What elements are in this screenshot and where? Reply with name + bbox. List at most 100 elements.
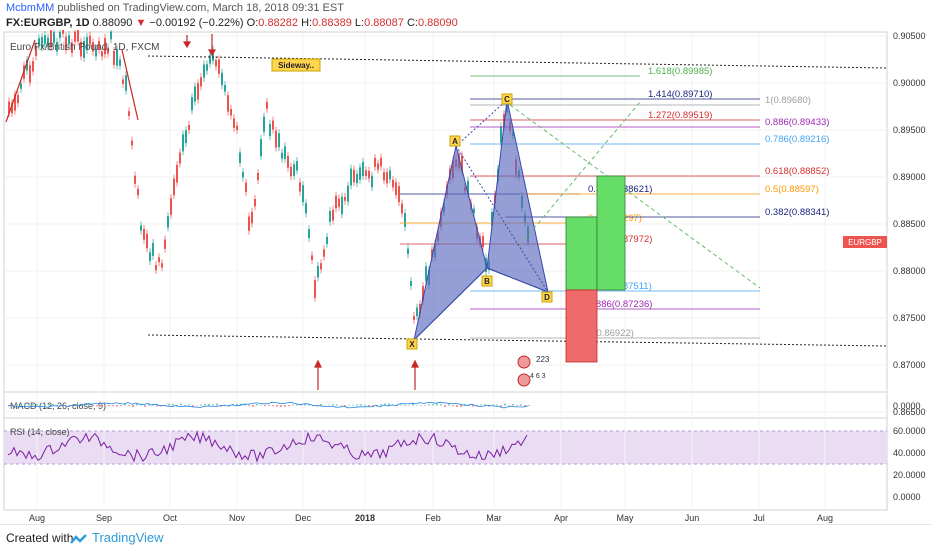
pattern-point-badge[interactable] xyxy=(406,338,418,350)
candle-body xyxy=(410,281,412,286)
macd-bar xyxy=(456,405,458,407)
candle-body xyxy=(290,166,292,177)
price-badge xyxy=(843,236,887,248)
time-tick-label: Apr xyxy=(554,513,568,523)
price-change: −0.00192 (−0.22%) xyxy=(149,17,244,29)
candle-body xyxy=(65,36,67,51)
candle-body xyxy=(293,164,295,176)
candle-body xyxy=(92,42,94,52)
candle-body xyxy=(425,266,427,281)
candle-body xyxy=(233,118,235,129)
price-tick-label: 0.88500 xyxy=(893,219,926,229)
macd-bar xyxy=(180,403,182,406)
macd-bar xyxy=(372,405,374,407)
fib-label: 1.272(0.89519) xyxy=(648,110,712,121)
candle-body xyxy=(176,164,178,183)
pattern-point-label: X xyxy=(409,340,415,349)
candle-body xyxy=(110,31,112,40)
candle-body xyxy=(188,124,190,130)
close-value: 0.88090 xyxy=(417,17,458,29)
macd-bar xyxy=(288,405,290,407)
macd-bar xyxy=(276,405,278,407)
symbol-label: FX:EURGBP, 1D xyxy=(6,17,90,29)
event-icon[interactable] xyxy=(517,355,531,369)
macd-bar xyxy=(516,405,518,406)
event-icon-2[interactable] xyxy=(517,373,531,387)
macd-bar xyxy=(168,403,170,406)
candle-body xyxy=(29,65,31,83)
fib-label: 1.414(0.89710) xyxy=(648,89,712,100)
pattern-point-badge[interactable] xyxy=(449,135,461,147)
rsi-label: RSI (14, close) xyxy=(10,427,70,437)
candle-body xyxy=(14,94,16,111)
pattern-point-label: A xyxy=(452,137,458,146)
candle-body xyxy=(140,225,142,231)
pattern-point-badge[interactable] xyxy=(541,291,553,303)
macd-bar xyxy=(200,404,202,406)
candle-body xyxy=(47,37,49,47)
macd-bar xyxy=(172,403,174,406)
candle-body xyxy=(482,236,484,247)
candle-body xyxy=(206,64,208,71)
candle-body xyxy=(305,203,307,214)
macd-bar xyxy=(104,405,106,406)
candle-body xyxy=(38,38,40,47)
price-tick-label: 0.88000 xyxy=(893,266,926,276)
time-axis[interactable]: Aug Sep Oct Nov Dec 2018 Feb Mar Apr May Jun Jul Aug xyxy=(29,513,833,523)
candles xyxy=(8,30,529,324)
candle-body xyxy=(50,30,52,48)
macd-bar xyxy=(20,404,22,406)
target-box-1[interactable] xyxy=(565,216,598,291)
candle-body xyxy=(266,101,268,109)
tradingview-logo-icon[interactable] xyxy=(70,532,88,550)
chart-canvas[interactable]: Sideway.. 1.618(0.89985) 1.414(0.89710) 1(… xyxy=(0,30,932,524)
time-tick-label: Sep xyxy=(96,513,112,523)
time-tick-label: Nov xyxy=(229,513,246,523)
macd-bar xyxy=(444,405,446,407)
candle-body xyxy=(371,175,373,188)
candle-body xyxy=(44,35,46,44)
macd-bar xyxy=(40,404,42,406)
stop-box[interactable] xyxy=(565,289,598,363)
target-box-2[interactable] xyxy=(596,175,626,291)
author-link[interactable]: McbmMM xyxy=(6,2,55,14)
candle-body xyxy=(284,146,286,159)
macd-bar xyxy=(112,405,114,407)
candle-body xyxy=(170,198,172,215)
ohlc-bar: FX:EURGBP, 1D 0.88090 ▼ −0.00192 (−0.22%… xyxy=(6,17,458,29)
macd-bar xyxy=(328,404,330,406)
candle-body xyxy=(299,182,301,192)
macd-bar xyxy=(324,405,326,406)
macd-bar xyxy=(60,405,62,406)
fib-label: 0.886(0.89433) xyxy=(765,117,829,128)
macd-bar xyxy=(84,404,86,406)
macd-bar xyxy=(480,404,482,406)
price-tick-label: 0.86500 xyxy=(893,407,926,417)
candle-body xyxy=(281,152,283,159)
macd-bar xyxy=(208,404,210,406)
pattern-point-badge[interactable] xyxy=(481,275,493,287)
macd-bar xyxy=(468,405,470,407)
candle-body xyxy=(236,125,238,131)
price-axis[interactable]: 0.90500 0.90000 0.89500 0.89000 0.88500 0.880… xyxy=(893,31,926,417)
low-label: L: xyxy=(354,17,365,29)
candle-body xyxy=(26,59,28,71)
sideway-badge[interactable] xyxy=(271,58,321,72)
candle-body xyxy=(257,172,259,181)
pattern-point-badge[interactable] xyxy=(501,93,513,105)
candle-body xyxy=(83,41,85,58)
candle-body xyxy=(62,30,64,34)
macd-bar xyxy=(240,403,242,406)
candle-body xyxy=(302,185,304,203)
open-value: 0.88282 xyxy=(258,17,299,29)
candle-body xyxy=(203,64,205,78)
macd-bar xyxy=(148,404,150,406)
candle-body xyxy=(314,280,316,298)
macd-bar xyxy=(384,403,386,406)
macd-bar xyxy=(388,403,390,406)
candle-body xyxy=(86,37,88,51)
macd-bar xyxy=(500,405,502,407)
candle-body xyxy=(329,211,331,222)
tradingview-brand-link[interactable]: TradingView xyxy=(92,530,164,545)
candle-body xyxy=(239,152,241,163)
